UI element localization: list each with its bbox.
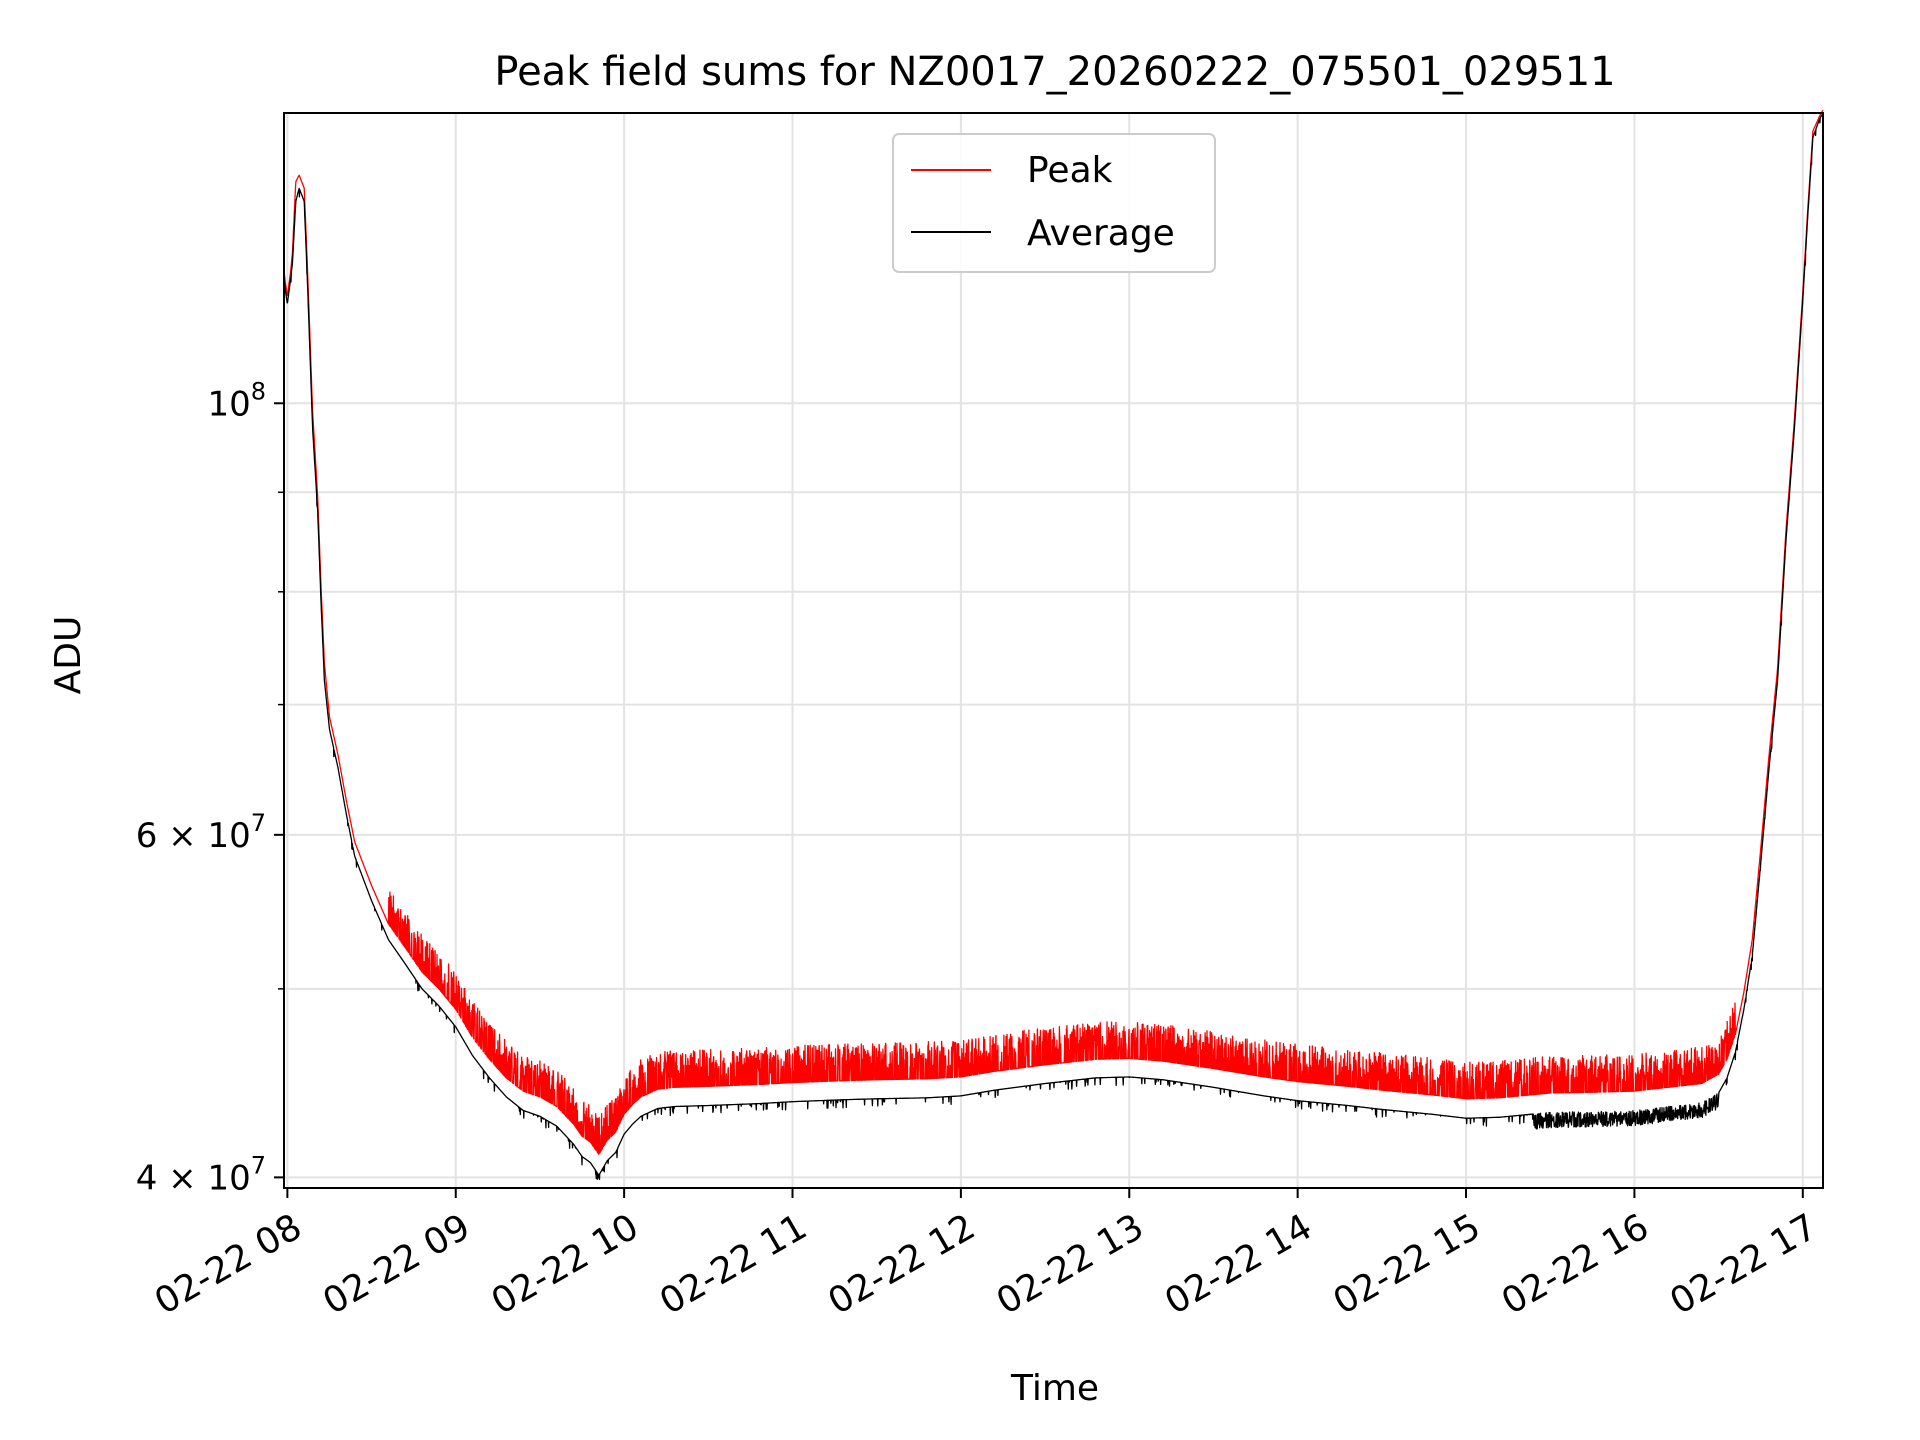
y-tick-exponent: 7 <box>251 809 266 837</box>
series-layer <box>283 109 1824 1181</box>
series-line-peak <box>283 109 1824 1155</box>
legend-peak-label: Peak <box>1027 150 1113 191</box>
y-tick-label: 4 × 107 <box>136 1151 266 1198</box>
series-line-average <box>283 112 1824 1181</box>
y-axis-label: ADU <box>48 616 89 695</box>
y-tick-exponent: 8 <box>251 377 266 405</box>
chart-title: Peak field sums for NZ0017_20260222_0755… <box>494 49 1615 95</box>
legend: Peak Average <box>892 133 1216 273</box>
x-axis-label: Time <box>1010 1368 1099 1409</box>
legend-average-label: Average <box>1027 213 1175 254</box>
plot-frame <box>283 112 1824 1189</box>
grid-layer <box>284 113 1823 1188</box>
y-tick-exponent: 7 <box>251 1151 266 1179</box>
legend-box <box>892 133 1216 273</box>
y-tick-label: 6 × 107 <box>136 809 266 856</box>
